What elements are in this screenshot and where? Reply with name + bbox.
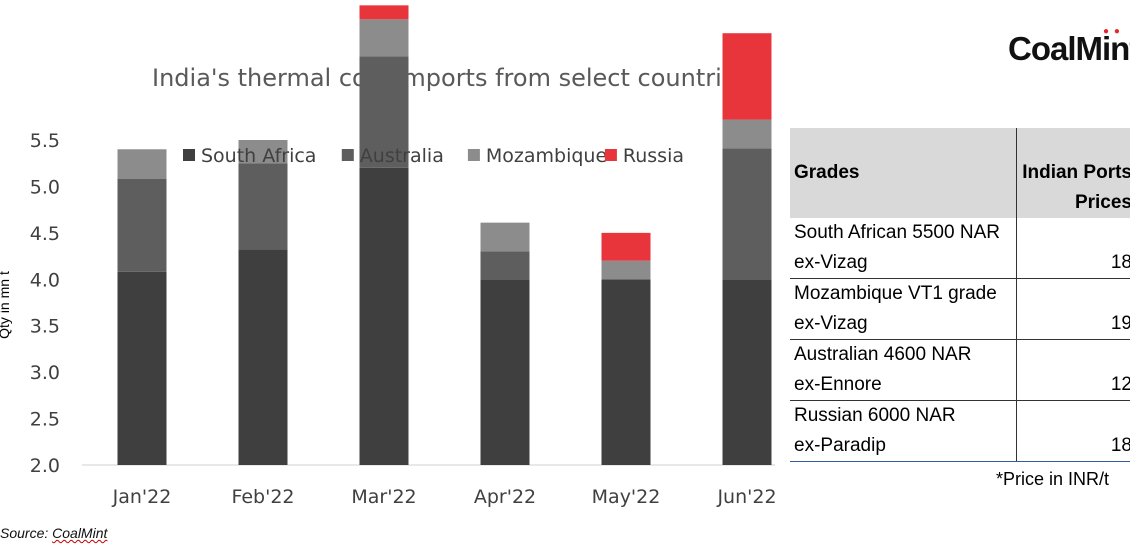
y-tick-label: 2.0 bbox=[30, 455, 60, 477]
header-grades: Grades bbox=[790, 128, 1017, 218]
grade-cell: Mozambique VT1 grade ex-Vizag bbox=[790, 278, 1017, 340]
legend-label: Russia bbox=[623, 145, 684, 167]
x-tick-label: Apr'22 bbox=[474, 486, 536, 508]
logo-text: CoalMint bbox=[1008, 30, 1130, 67]
y-tick-label: 2.5 bbox=[30, 409, 60, 431]
bars bbox=[117, 5, 772, 465]
table-row: Australian 4600 NAR ex-Ennore 12 bbox=[790, 339, 1130, 401]
bar-segment-australia bbox=[359, 56, 409, 168]
grade-line1: South African 5500 NAR bbox=[794, 222, 1000, 243]
x-tick-label: Jan'22 bbox=[112, 486, 172, 508]
y-tick-label: 4.0 bbox=[30, 269, 60, 291]
coalmint-logo: CoalMint ● ● bbox=[1008, 26, 1130, 68]
grade-line2: ex-Paradip bbox=[794, 435, 886, 456]
source-brand: CoalMint bbox=[52, 525, 108, 541]
bar-segment-mozambique bbox=[359, 19, 409, 57]
legend-swatch bbox=[341, 149, 354, 161]
table-row: Russian 6000 NAR ex-Paradip 18 bbox=[790, 400, 1130, 462]
bar-segment-russia bbox=[722, 33, 772, 120]
y-tick-label: 4.5 bbox=[30, 223, 60, 245]
price-cell: 19 bbox=[1016, 278, 1130, 340]
legend: South Africa Australia Mozambique Russia bbox=[183, 145, 684, 167]
x-axis: Jan'22 Feb'22 Mar'22 Apr'22 May'22 Jun'22 bbox=[112, 486, 777, 508]
bar-segment-mozambique bbox=[722, 119, 772, 149]
source-credit: Source: CoalMint bbox=[0, 525, 107, 541]
legend-label: Mozambique bbox=[486, 145, 607, 167]
table-header-row: Grades Indian Ports Prices bbox=[790, 128, 1130, 218]
bar-segment-australia bbox=[238, 163, 288, 250]
grade-cell: Russian 6000 NAR ex-Paradip bbox=[790, 400, 1017, 462]
bar-segment-south-africa bbox=[238, 249, 288, 465]
table-row: Mozambique VT1 grade ex-Vizag 19 bbox=[790, 278, 1130, 340]
grade-line1: Russian 6000 NAR bbox=[794, 405, 956, 426]
bar-segment-mozambique bbox=[601, 260, 651, 280]
x-tick-label: May'22 bbox=[592, 486, 661, 508]
bar-segment-australia bbox=[722, 148, 772, 280]
price-cell: 12 bbox=[1016, 339, 1130, 401]
bar-segment-mozambique bbox=[238, 140, 288, 164]
bar-segment-mozambique bbox=[480, 222, 530, 252]
legend-label: South Africa bbox=[201, 145, 316, 167]
grade-line2: ex-Ennore bbox=[794, 374, 882, 395]
y-axis-label: Qty in mn t bbox=[0, 271, 12, 339]
x-tick-label: Jun'22 bbox=[716, 486, 776, 508]
grade-cell: Australian 4600 NAR ex-Ennore bbox=[790, 339, 1017, 401]
y-tick-label: 3.0 bbox=[30, 362, 60, 384]
bar-segment-australia bbox=[117, 179, 167, 272]
x-tick-label: Feb'22 bbox=[231, 486, 294, 508]
y-tick-label: 5.0 bbox=[30, 176, 60, 198]
y-tick-label: 3.5 bbox=[30, 316, 60, 338]
grade-line2: ex-Vizag bbox=[794, 252, 868, 273]
price-table: Grades Indian Ports Prices South African… bbox=[790, 128, 1130, 462]
grade-line2: ex-Vizag bbox=[794, 313, 868, 334]
grade-cell: South African 5500 NAR ex-Vizag bbox=[790, 218, 1017, 279]
header-prices: Indian Ports Prices bbox=[1016, 128, 1130, 218]
logo-dots-icon: ● ● bbox=[1103, 26, 1121, 37]
legend-swatch bbox=[183, 149, 195, 161]
x-tick-label: Mar'22 bbox=[351, 486, 416, 508]
y-axis: 2.0 2.5 3.0 3.5 4.0 4.5 5.0 5.5 bbox=[30, 130, 60, 477]
bar-segment-south-africa bbox=[601, 279, 651, 465]
bar-segment-south-africa bbox=[117, 271, 167, 465]
bar-segment-australia bbox=[480, 251, 530, 280]
bar-segment-south-africa bbox=[480, 279, 530, 465]
price-note: *Price in INR/t bbox=[996, 469, 1110, 489]
price-cell: 18 bbox=[1016, 400, 1130, 462]
price-cell: 18 bbox=[1016, 218, 1130, 279]
source-prefix: Source: bbox=[0, 525, 53, 541]
bar-segment-russia bbox=[359, 5, 409, 20]
legend-label: Australia bbox=[360, 145, 444, 167]
table-row: South African 5500 NAR ex-Vizag 18 bbox=[790, 218, 1130, 279]
bar-segment-south-africa bbox=[359, 167, 409, 465]
stacked-bar-chart: 2.0 2.5 3.0 3.5 4.0 4.5 5.0 5.5 Qty in mn t Jan… bbox=[0, 5, 777, 508]
y-tick-label: 5.5 bbox=[30, 130, 60, 152]
bar-segment-russia bbox=[601, 232, 651, 261]
grade-line1: Australian 4600 NAR bbox=[794, 344, 972, 365]
bar-segment-south-africa bbox=[722, 279, 772, 465]
legend-swatch bbox=[467, 149, 480, 161]
bar-segment-mozambique bbox=[117, 149, 167, 179]
chart-title: India's thermal coal imports from select… bbox=[152, 64, 750, 92]
grade-line1: Mozambique VT1 grade bbox=[794, 283, 997, 304]
legend-swatch bbox=[604, 149, 617, 161]
price-table-container: Grades Indian Ports Prices South African… bbox=[790, 128, 1130, 462]
